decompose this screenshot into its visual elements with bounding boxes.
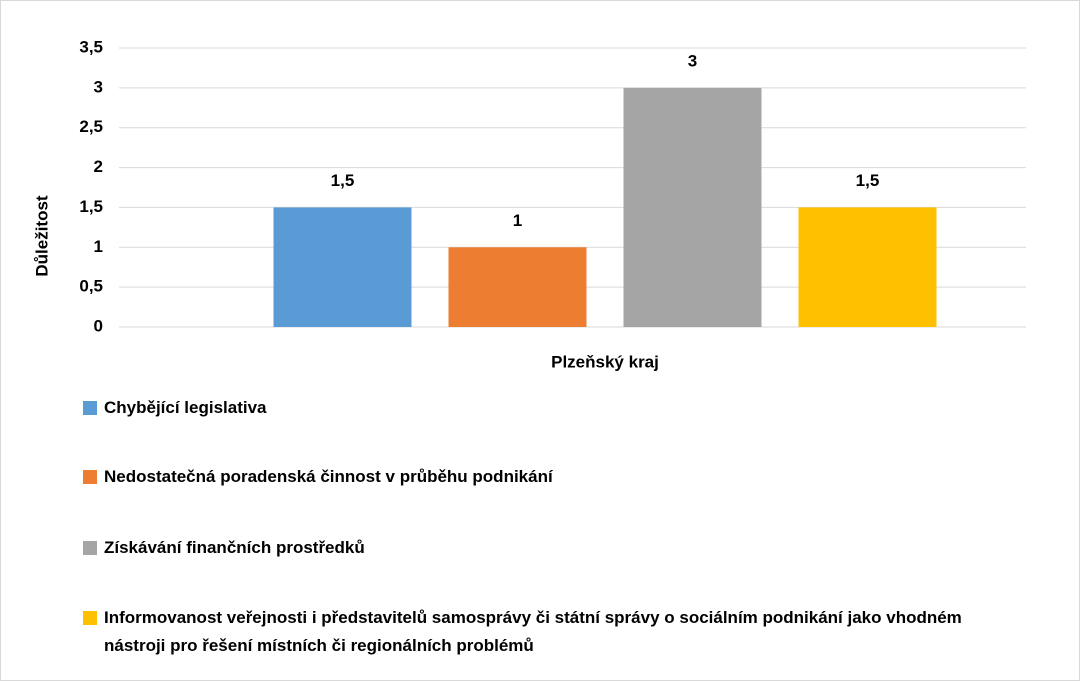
y-tick-label: 3	[94, 77, 103, 96]
bar	[273, 207, 412, 327]
legend-swatch	[83, 541, 97, 555]
legend-item: Informovanost veřejnosti i představitelů…	[83, 604, 999, 660]
legend-swatch	[83, 470, 97, 484]
data-label: 1	[513, 211, 522, 230]
legend-label: Chybějící legislativa	[104, 398, 267, 417]
legend-label: Informovanost veřejnosti i představitelů…	[104, 608, 962, 655]
y-axis-label: Důležitost	[32, 195, 51, 277]
y-tick-label: 1,5	[79, 197, 103, 216]
legend-item: Chybějící legislativa	[83, 394, 999, 422]
legend-swatch	[83, 401, 97, 415]
data-label: 1,5	[331, 171, 355, 190]
y-tick-label: 0,5	[79, 277, 103, 296]
bar	[623, 87, 762, 327]
legend-swatch	[83, 611, 97, 625]
y-tick-label: 3,5	[79, 37, 103, 56]
data-label: 1,5	[856, 171, 880, 190]
y-tick-label: 2,5	[79, 117, 103, 136]
bar	[798, 207, 937, 327]
data-label: 3	[688, 51, 697, 70]
y-tick-label: 2	[94, 157, 103, 176]
y-tick-label: 1	[94, 237, 103, 256]
legend-item: Nedostatečná poradenská činnost v průběh…	[83, 463, 999, 491]
legend-item: Získávání finančních prostředků	[83, 534, 999, 562]
x-tick-label: Plzeňský kraj	[551, 352, 659, 371]
y-tick-label: 0	[94, 316, 103, 335]
bar	[448, 247, 587, 327]
legend-label: Nedostatečná poradenská činnost v průběh…	[104, 467, 553, 486]
legend-label: Získávání finančních prostředků	[104, 538, 365, 557]
